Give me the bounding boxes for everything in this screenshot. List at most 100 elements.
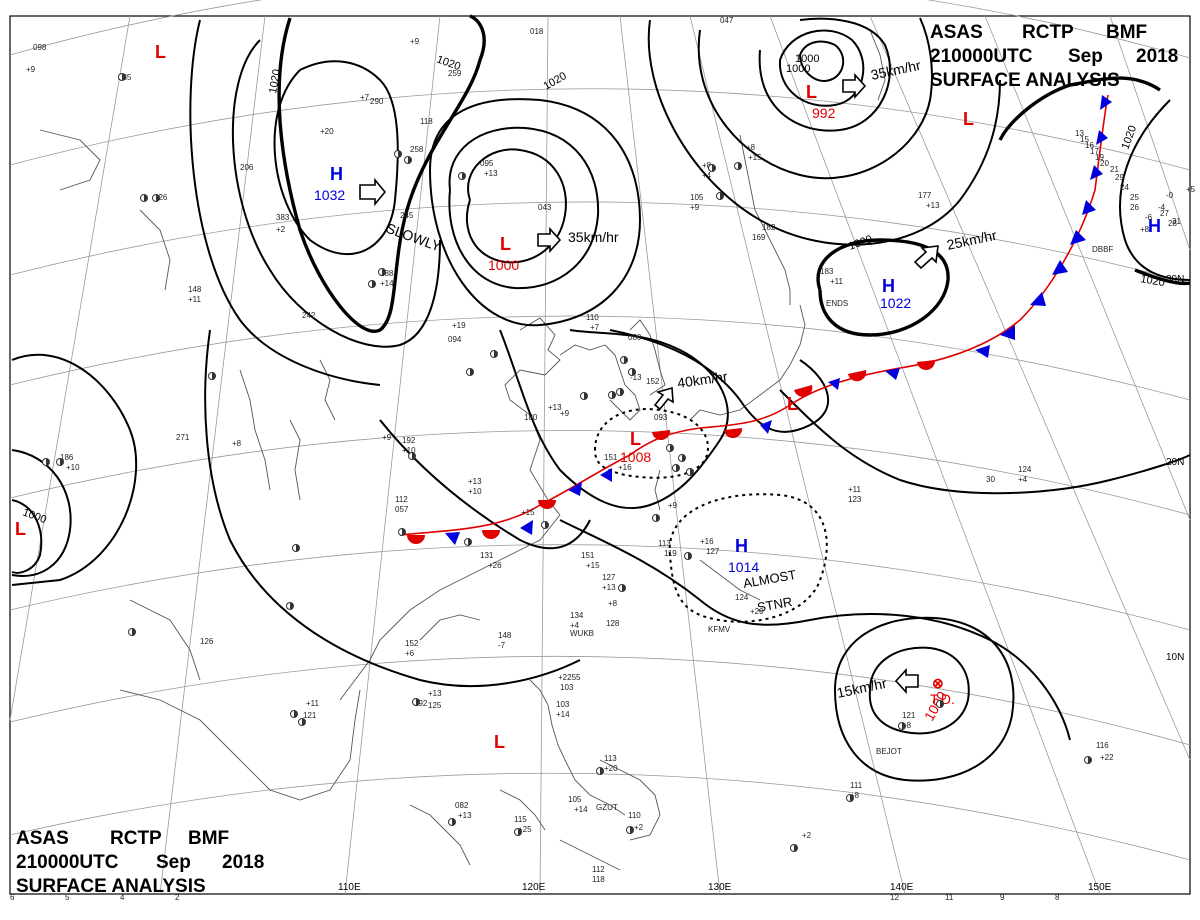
station-cloud-cover [600, 767, 604, 775]
station-cloud-cover [60, 458, 64, 466]
high-pressure-symbol: H [735, 536, 748, 556]
station-obs-value: 169 [752, 233, 766, 242]
header-tr-line2-a: 210000UTC [930, 46, 1033, 67]
station-cloud-cover [902, 722, 906, 730]
station-obs-value: 121 [902, 711, 916, 720]
station-obs-value: 21 [1110, 165, 1119, 174]
station-id: WUKB [570, 629, 594, 638]
station-cloud-cover [294, 710, 298, 718]
station-obs-value: 118 [420, 117, 433, 126]
header-top-right: ASAS RCTP BMF 210000UTC Sep 2018 SURFACE… [930, 22, 1178, 91]
station-obs-value: +13 [602, 583, 616, 592]
header-bl-line2-a: 210000UTC [16, 852, 119, 873]
isobar-label: 1020 [1120, 124, 1140, 151]
station-obs-value: 124 [1018, 465, 1032, 474]
isobar-label: 1000 [786, 63, 810, 75]
station-obs-value: 28 [1168, 219, 1177, 228]
isobar-label: 1020 [847, 233, 874, 253]
station-obs-value: 119 [664, 549, 677, 558]
station-cloud-cover [412, 452, 416, 460]
station-cloud-cover [656, 514, 660, 522]
geo-labels: 110E 120E 130E 140E 150E 30N 20N 10N [338, 274, 1184, 893]
station-obs-value: +11 [848, 485, 862, 494]
center-pressure-value: 1022 [880, 295, 911, 311]
low-pressure-symbol: L [494, 732, 505, 752]
station-cloud-cover [212, 372, 216, 380]
station-obs-value: +10 [66, 463, 80, 472]
latitude-label: 10N [1166, 652, 1184, 663]
station-cloud-cover [144, 194, 148, 202]
station-cloud-cover [398, 150, 402, 158]
station-obs-value: 27 [1160, 209, 1169, 218]
movement-label: 35km/hr [869, 57, 922, 83]
station-obs-value: +25 [518, 825, 532, 834]
station-obs-value: 24 [1120, 183, 1129, 192]
center-pressure-value: 1014 [728, 559, 759, 575]
header-tr-line1-b: RCTP [1022, 22, 1074, 43]
station-obs-value: 043 [538, 203, 552, 212]
station-obs-value: 125 [428, 701, 442, 710]
station-obs-value: 131 [480, 551, 494, 560]
station-id: ENDS [826, 299, 848, 308]
station-cloud-cover [612, 391, 616, 399]
tropical-depression-symbol: ⊗ [932, 675, 944, 691]
header-bl-line1-b: RCTP [110, 828, 162, 849]
station-cloud-cover [468, 538, 472, 546]
frontal-system [399, 94, 1112, 545]
movement-label: 40km/hr [676, 368, 729, 391]
station-obs-value: +8 [902, 721, 912, 730]
station-cloud-cover [620, 388, 624, 396]
station-obs-value: +8 [850, 791, 860, 800]
pressure-systems: LH1032L1000L9921000LHH1022L1008LH1014LL⊗… [15, 42, 1161, 752]
header-tr-line2-b: Sep [1068, 46, 1103, 67]
station-obs-value: +10 [468, 487, 482, 496]
station-cloud-cover [712, 164, 716, 172]
station-id: BEJOT [876, 747, 902, 756]
station-obs-value: 19 [1095, 153, 1104, 162]
station-obs-value: 112 [395, 495, 408, 504]
station-cloud-cover [290, 602, 294, 610]
station-obs-value: 047 [720, 16, 734, 25]
header-tr-line2-c: 2018 [1136, 46, 1178, 67]
station-obs-value: 245 [400, 211, 414, 220]
station-obs-value: 17 [1090, 147, 1099, 156]
station-obs-value: 152 [646, 377, 660, 386]
station-obs-value: +11 [830, 277, 844, 286]
station-obs-value: 383 [276, 213, 290, 222]
station-obs-value: +7 [590, 323, 600, 332]
latitude-grid [9, 0, 1191, 861]
movement-label: 35km/hr [568, 229, 619, 245]
station-obs-value: 127 [706, 547, 720, 556]
station-obs-value: 123 [848, 495, 862, 504]
station-obs-value: 112 [592, 865, 605, 874]
station-obs-value: 113 [658, 539, 671, 548]
station-obs-value: +19 [452, 321, 466, 330]
station-obs-value: 151 [604, 453, 618, 462]
low-pressure-symbol: L [500, 234, 511, 254]
map-frame [9, 15, 1191, 895]
header-bl-line2-c: 2018 [222, 852, 264, 873]
center-pressure-value: 1032 [314, 187, 345, 203]
header-tr-line1-a: ASAS [930, 22, 983, 43]
station-obs-value: 057 [395, 505, 409, 514]
movement-label: SLOWLY [384, 220, 444, 255]
low-pressure-symbol: L [806, 82, 817, 102]
station-obs-value: 094 [448, 335, 462, 344]
station-obs-value: +8 [608, 599, 618, 608]
longitude-label: 120E [522, 882, 546, 893]
station-cloud-cover [794, 844, 798, 852]
station-obs-value: 290 [370, 97, 384, 106]
station-obs-value: +13 [458, 811, 472, 820]
station-cloud-cover [622, 584, 626, 592]
station-obs-value: +4 [702, 171, 712, 180]
longitude-label: 130E [708, 882, 732, 893]
station-obs-value: +11 [306, 699, 320, 708]
station-obs-value: 115 [514, 815, 527, 824]
station-cloud-cover [470, 368, 474, 376]
station-obs-value: +13 [926, 201, 940, 210]
station-obs-value: 186 [60, 453, 74, 462]
center-pressure-value: 1008 [620, 449, 651, 465]
station-obs-value: +11 [188, 295, 202, 304]
